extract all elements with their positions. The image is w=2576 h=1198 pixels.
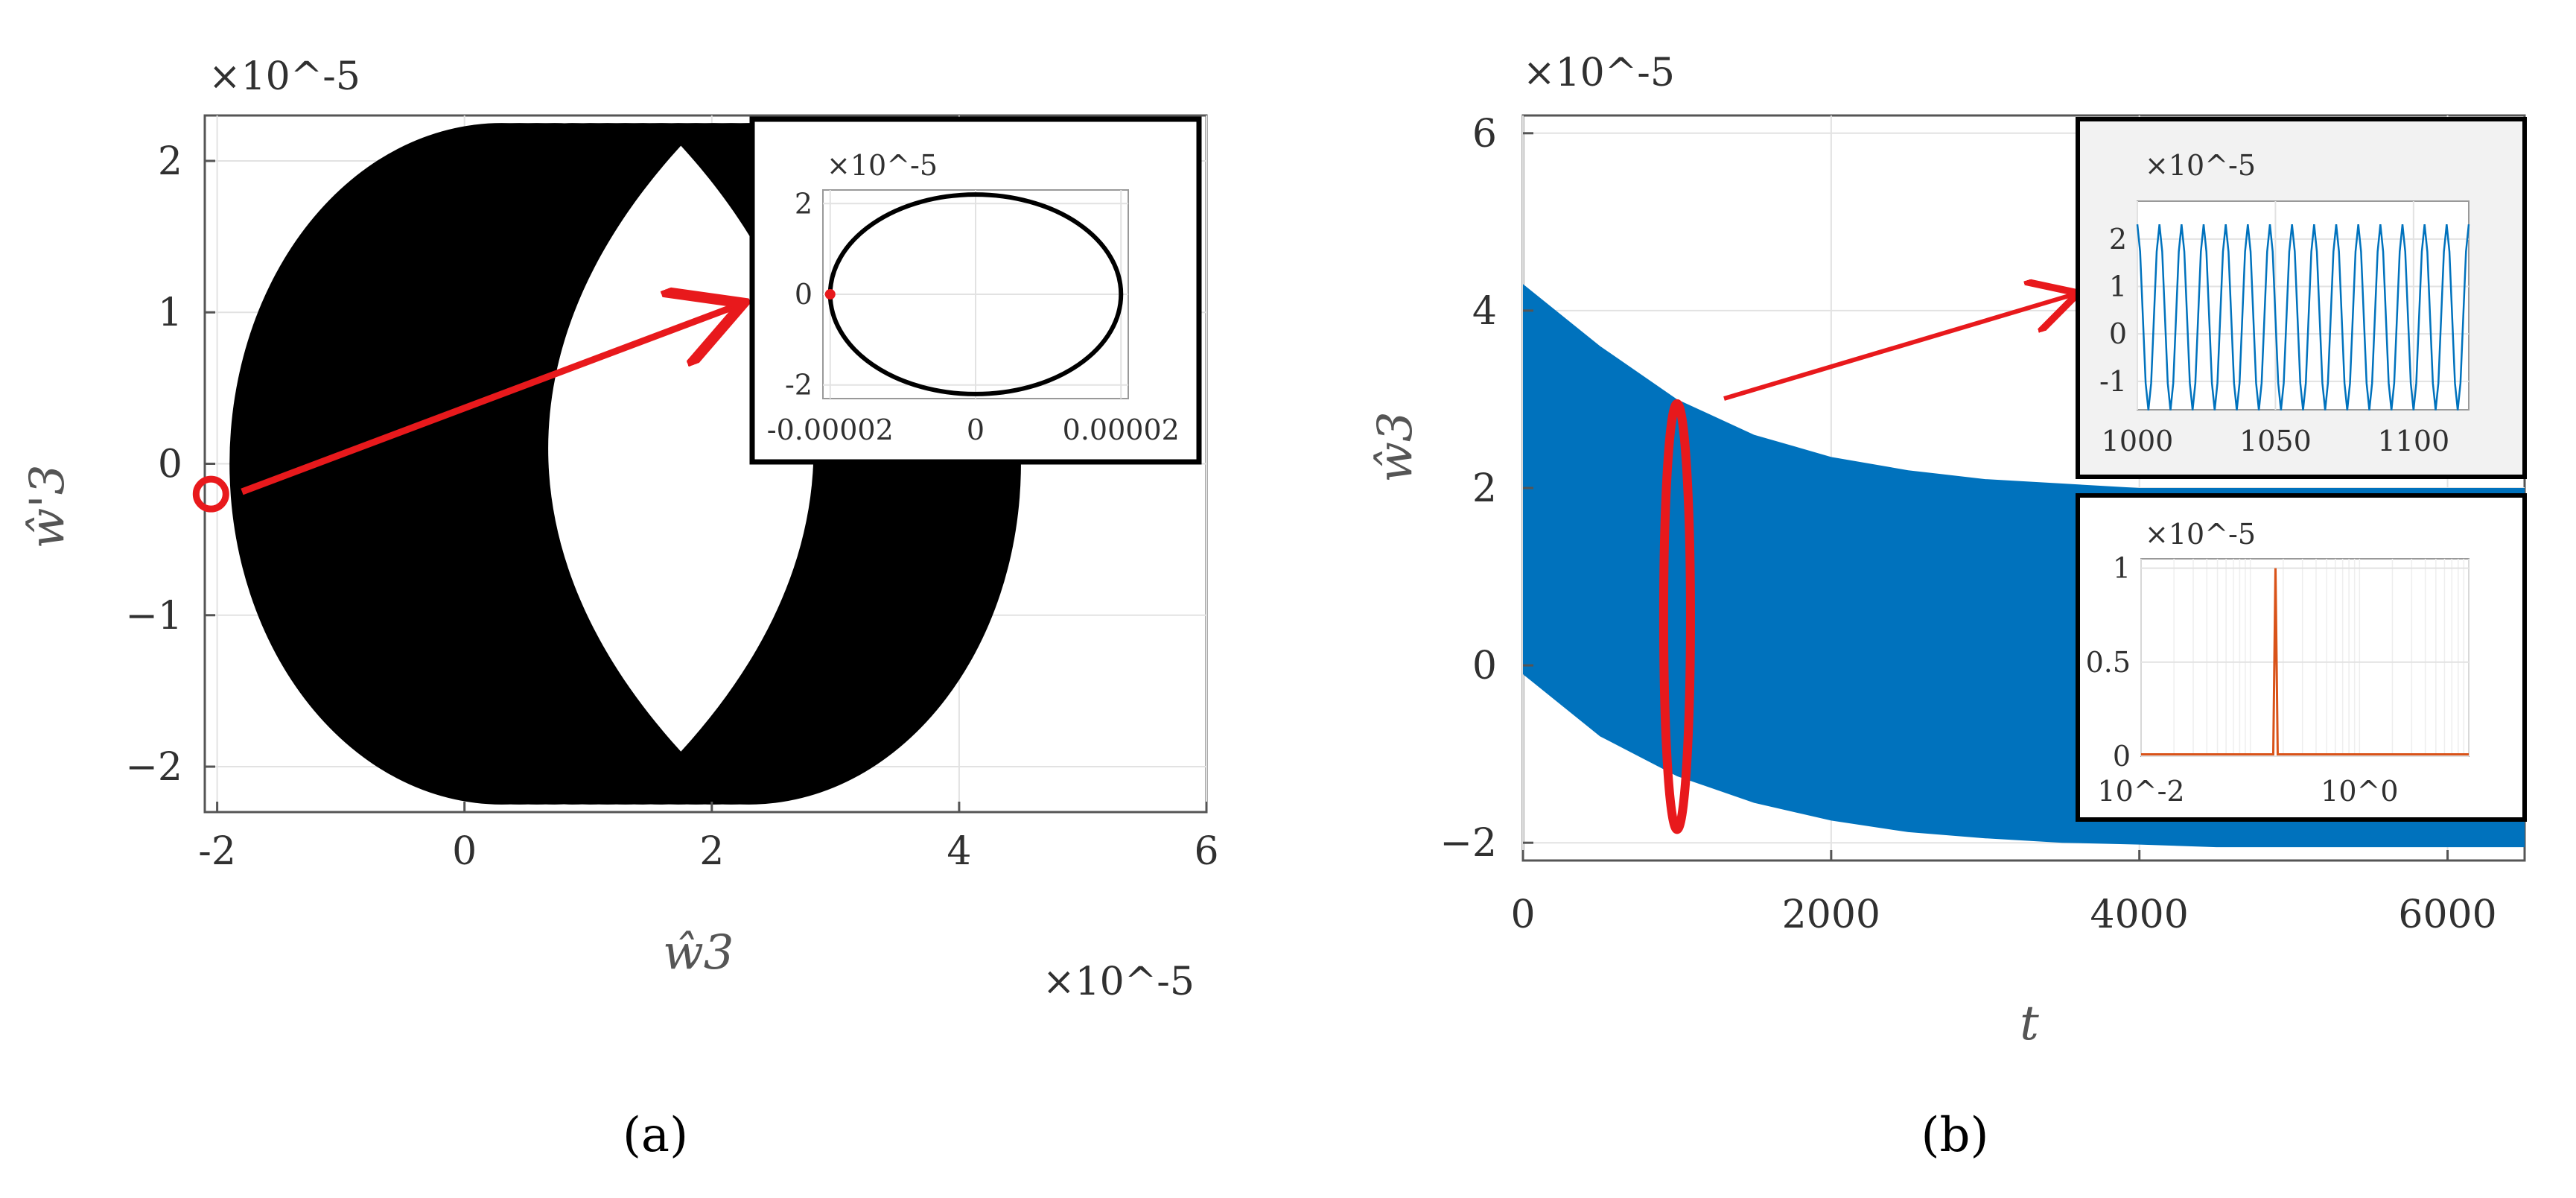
- panel-b-time-inset-y-tick-label: 0: [2109, 317, 2127, 350]
- panel-a-x-label: ŵ3: [663, 925, 734, 980]
- panel-a-ticks: -2 0 2 4 6 −2 −1 0 1 2: [125, 139, 1218, 874]
- panel-b-time-inset-wave: [2136, 224, 2470, 411]
- panel-a-zoom-arrow: [241, 305, 737, 495]
- panel-a-x-tick-label: -2: [198, 829, 236, 874]
- panel-a-x-tick-label: 0: [452, 829, 477, 874]
- panel-a-y-exponent: ×10^-5: [209, 54, 360, 99]
- panel-b-ticks: 0 2000 4000 6000 −2 0 2 4 6: [1440, 112, 2496, 937]
- panel-b-y-tick-label: 4: [1472, 289, 1497, 334]
- panel-a-inset-y-tick-label: -2: [785, 369, 812, 402]
- panel-a-caption: (a): [623, 1108, 688, 1163]
- panel-a-inset-x-tick-label: 0: [967, 413, 985, 446]
- panel-a-inset-x-tick-label: 0.00002: [1063, 413, 1180, 446]
- panel-b-x-tick-label: 4000: [2090, 893, 2189, 937]
- panel-b-time-history: 0 2000 4000 6000 −2 0 2 4 6 ×10^-5 t ŵ3 1000 1050…: [1368, 51, 2527, 1163]
- panel-a-x-tick-label: 4: [947, 829, 971, 874]
- panel-b-spectrum-inset-y-tick-label: 0: [2113, 740, 2131, 773]
- panel-a-start-marker: [192, 475, 229, 513]
- panel-b-spectrum-inset-y-tick-label: 1: [2113, 552, 2131, 585]
- panel-a-inset: -0.00002 0 0.00002 2 0 -2 ×10^-5: [749, 116, 1202, 465]
- panel-b-y-exponent: ×10^-5: [1523, 51, 1675, 95]
- panel-b-time-inset-exponent: ×10^-5: [2145, 149, 2256, 182]
- panel-a-y-tick-label: −1: [125, 594, 182, 638]
- panel-a-phase-portrait: -2 0 2 4 6 −2 −1 0 1 2 ×10^-5 ×10^-5 ŵ3 ŵ'3 -0.00…: [20, 54, 1219, 1163]
- panel-a-marker-ring: [192, 475, 229, 513]
- panel-a-y-tick-label: 2: [158, 139, 182, 184]
- panel-b-time-inset-x-tick-label: 1000: [2102, 425, 2174, 457]
- panel-b-y-tick-label: −2: [1440, 821, 1497, 866]
- panel-b-x-tick-label: 6000: [2398, 893, 2496, 937]
- panel-b-y-tick-label: 2: [1472, 466, 1497, 511]
- panel-a-y-tick-label: −2: [125, 745, 182, 790]
- panel-b-x-label: t: [2020, 996, 2039, 1051]
- panel-a-x-tick-label: 2: [699, 829, 724, 874]
- panel-b-time-inset-x-tick-label: 1050: [2239, 425, 2312, 457]
- panel-a-inset-plot: -0.00002 0 0.00002 2 0 -2: [767, 187, 1180, 446]
- panel-b-highlight-ring: [1659, 399, 1695, 834]
- panel-a-inset-y-tick-label: 2: [795, 187, 812, 220]
- panel-b-caption: (b): [1921, 1108, 1989, 1163]
- panel-a-x-tick-label: 6: [1194, 829, 1218, 874]
- panel-b-spectrum-inset-x-tick-label: 10^-2: [2097, 775, 2184, 808]
- panel-b-spectrum-inset-axes: [2140, 558, 2470, 757]
- panel-b-spectrum-inset-x-tick-label: 10^0: [2321, 775, 2398, 808]
- panel-a-x-exponent: ×10^-5: [1043, 960, 1195, 1004]
- panel-b-x-tick-label: 2000: [1782, 893, 1880, 937]
- panel-b-x-tick-label: 0: [1510, 893, 1535, 937]
- panel-a-y-tick-label: 1: [158, 291, 182, 335]
- panel-a-inset-marker: [824, 289, 836, 300]
- panel-b-spectrum-inset-plot: 10^-2 10^0 1 0.5 0: [2086, 552, 2470, 808]
- panel-b-spectrum-inset-exponent: ×10^-5: [2145, 518, 2256, 551]
- panel-a-y-tick-label: 0: [158, 443, 182, 487]
- panel-b-spectrum-inset-y-tick-label: 0.5: [2086, 646, 2131, 679]
- panel-b-time-inset-y-tick-label: 2: [2109, 223, 2127, 256]
- panel-a-inset-x-tick-label: -0.00002: [767, 413, 894, 446]
- panel-b-time-inset-plot: 1000 1050 1100 2 1 0 -1: [2099, 200, 2470, 457]
- panel-b-y-tick-label: 0: [1472, 644, 1497, 688]
- panel-a-inset-y-tick-label: 0: [795, 278, 812, 311]
- panel-b-time-inset-x-tick-label: 1100: [2377, 425, 2449, 457]
- panel-b-time-inset-y-tick-label: 1: [2109, 270, 2127, 303]
- panel-b-y-label: ŵ3: [1368, 411, 1423, 483]
- panel-b-zoom-arrow: [1723, 294, 2074, 401]
- panel-b-time-inset: 1000 1050 1100 2 1 0 -1 ×10^-5: [2076, 117, 2527, 479]
- panel-b-time-inset-y-tick-label: -1: [2099, 365, 2127, 398]
- panel-b-highlight-ellipse: [1659, 399, 1695, 834]
- panel-b-spectrum-line: [2141, 568, 2469, 755]
- panel-b-spectrum-inset: 10^-2 10^0 1 0.5 0 ×10^-5: [2076, 493, 2527, 822]
- panel-a-inset-exponent: ×10^-5: [827, 149, 938, 182]
- panel-b-y-tick-label: 6: [1472, 112, 1497, 156]
- panel-a-y-label: ŵ'3: [20, 464, 75, 548]
